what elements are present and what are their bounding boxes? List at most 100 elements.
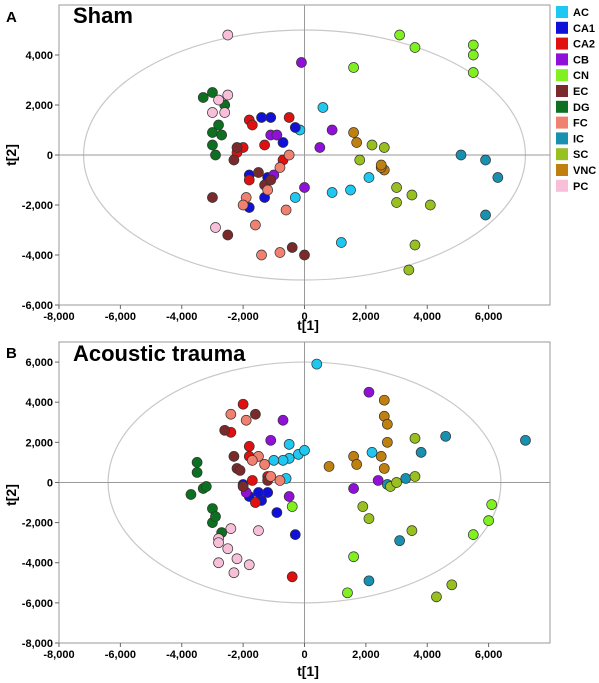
panel-b-point-ca2 — [286, 571, 298, 583]
panel-b-y-tick-label: 6,000 — [25, 357, 53, 369]
panel-a-point-sc — [406, 189, 418, 201]
panel-a-point-ca1 — [265, 112, 277, 123]
panel-a-point-dg — [210, 149, 221, 161]
panel-b-point-ca1 — [289, 529, 301, 540]
panel-b-y-tick-label: 0 — [47, 477, 53, 489]
legend-swatch-ic — [556, 132, 568, 145]
panel-a-point-ec — [222, 229, 234, 241]
panel-a-y-tick-label: 4,000 — [25, 50, 53, 62]
panel-a-point-fc — [274, 162, 286, 173]
panel-a-x-tick-label: -8,000 — [43, 311, 74, 323]
panel-b-point-ac — [311, 358, 323, 370]
panel-a-point-pc — [210, 222, 221, 233]
panel-a-y-tick-label: -2,000 — [22, 200, 53, 212]
panel-a-point-cn — [394, 29, 405, 41]
panel-a-point-ac — [363, 172, 375, 183]
panel-a-point-cb — [326, 124, 338, 136]
legend-label-sc: SC — [573, 149, 588, 161]
panel-b-x-tick-label: 4,000 — [413, 649, 441, 661]
panel-b-point-ac — [299, 445, 310, 456]
panel-a-point-ec — [228, 154, 240, 166]
panel-a-point-sc — [378, 142, 390, 153]
panel-a-point-dg — [213, 119, 224, 131]
panel-a-point-pc — [222, 29, 234, 41]
panel-a-point-ac — [317, 102, 329, 113]
panel-b-x-tick-label: 6,000 — [475, 649, 503, 661]
panel-a-point-ec — [286, 242, 298, 253]
panel-b-x-axis-label: t[1] — [297, 663, 319, 679]
panel-b-point-ca2 — [250, 497, 261, 508]
panel-b-point-ac — [277, 455, 289, 466]
panel-b-point-fc — [240, 414, 252, 426]
panel-a-point-ec — [299, 249, 310, 261]
legend-swatch-fc — [556, 116, 568, 129]
panel-b-point-ec — [234, 465, 246, 476]
panel-b-point-fc — [274, 475, 286, 486]
panel-a-point-ec — [253, 167, 264, 178]
panel-a-point-pc — [207, 107, 218, 118]
panel-b-point-dg — [191, 467, 203, 478]
panel-a-y-tick-label: 2,000 — [25, 100, 53, 112]
panel-b-point-ec — [228, 451, 240, 462]
panel-b-point-ca1 — [253, 487, 264, 498]
panel-a-point-fc — [262, 184, 274, 196]
panel-b-point-dg — [210, 511, 221, 522]
panel-a-x-tick-label: 0 — [301, 311, 307, 323]
panel-a-point-cb — [314, 142, 326, 153]
panel-b-point-cn — [486, 499, 498, 510]
panel-b-point-sc — [357, 501, 369, 512]
panel-a-point-sc — [409, 239, 421, 251]
panel-a-point-sc — [366, 139, 378, 151]
legend-label-vnc: VNC — [573, 165, 596, 177]
panel-b-point-dg — [185, 489, 197, 500]
panel-b-point-cn — [342, 587, 353, 599]
panel-a-x-tick-label: -2,000 — [228, 311, 259, 323]
panel-a-point-ec — [207, 192, 218, 203]
legend-swatch-sc — [556, 148, 568, 161]
panel-a-point-cn — [348, 62, 359, 73]
panel-b-y-tick-label: -6,000 — [22, 598, 53, 610]
panel-b-axes: -8,000 -6,000 -4,000 -2,000 0 2,000 4,000 6,000… — [22, 342, 550, 661]
panel-b-point-vnc — [378, 463, 390, 474]
panel-a-point-dg — [207, 139, 218, 151]
legend-label-ec: EC — [573, 86, 588, 98]
panel-a-y-tick-label: -4,000 — [22, 250, 53, 262]
panel-b-point-vnc — [382, 436, 393, 448]
panel-b-y-tick-label: -8,000 — [22, 638, 53, 650]
panel-a-x-tick-label: 4,000 — [413, 311, 441, 323]
panel-b-point-cn — [483, 515, 494, 526]
panel-a-point-ca2 — [246, 119, 258, 131]
panel-b-point-ec — [219, 424, 231, 436]
panel-b-point-ca1 — [271, 507, 283, 518]
panel-a-point-ic — [480, 209, 491, 221]
panel-a-point-ec — [265, 174, 277, 186]
legend-label-pc: PC — [573, 181, 588, 193]
panel-b-y-axis-label: t[2] — [3, 484, 19, 506]
legend-swatch-ca2 — [556, 37, 568, 50]
panel-a-point-sc — [391, 182, 402, 193]
panel-b-x-tick-label: 2,000 — [352, 649, 380, 661]
panel-b-point-pc — [213, 537, 224, 549]
panel-b-point-cb — [283, 491, 295, 502]
panel-b-point-ca1 — [262, 487, 274, 498]
panel-b-point-dg — [191, 457, 203, 468]
legend-swatch-vnc — [556, 164, 568, 176]
panel-a-point-ca1 — [256, 112, 267, 123]
panel-b-point-sc — [431, 591, 442, 603]
panel-b-x-tick-label: -8,000 — [43, 649, 74, 661]
panel-a-x-tick-label: -4,000 — [166, 311, 197, 323]
panel-a-point-dg — [216, 129, 227, 141]
panel-b-point-sc — [391, 477, 402, 488]
panel-b-point-ic — [415, 447, 427, 458]
legend-label-ca2: CA2 — [573, 39, 595, 51]
panel-a-point-cb — [296, 57, 307, 68]
panel-b-x-tick-label: -4,000 — [166, 649, 197, 661]
panel-b-point-ca2 — [246, 475, 258, 486]
panel-a-point-ic — [492, 172, 504, 183]
panel-a-point-ac — [335, 237, 347, 248]
panel-a-point-ic — [480, 154, 491, 166]
panel-a-x-tick-label: 2,000 — [352, 311, 380, 323]
legend-label-dg: DG — [573, 102, 590, 114]
legend-label-ca1: CA1 — [573, 23, 595, 35]
